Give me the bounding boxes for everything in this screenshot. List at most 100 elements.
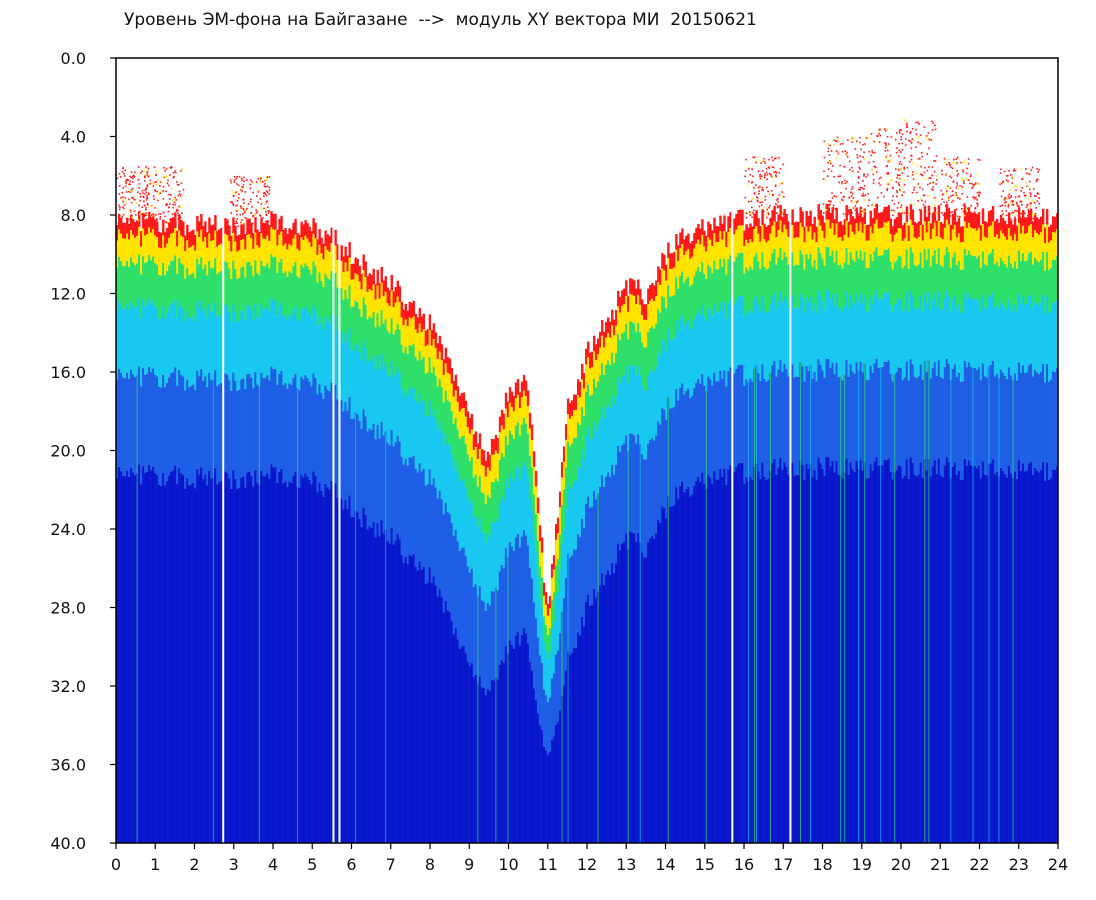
red-spark-cluster <box>897 119 938 217</box>
heatmap-column <box>1007 212 1011 843</box>
heatmap-column <box>593 335 596 843</box>
heatmap-column <box>170 218 173 843</box>
heatmap-column <box>520 381 524 843</box>
heatmap-column <box>603 331 606 843</box>
heatmap-column <box>536 497 540 843</box>
heatmap-column <box>719 215 722 843</box>
red-spark-cluster <box>116 166 149 222</box>
heatmap-column <box>743 230 746 843</box>
heatmap-column <box>861 217 864 843</box>
heatmap-column <box>234 225 237 843</box>
heatmap-column <box>637 279 640 843</box>
heatmap-column <box>220 227 223 843</box>
heatmap-column <box>885 206 889 843</box>
heatmap-column <box>330 227 333 843</box>
heatmap-column <box>322 243 325 843</box>
heatmap-column <box>356 259 359 843</box>
heatmap-column <box>929 223 933 843</box>
heatmap-column <box>206 232 209 843</box>
y-tick-label: 36.0 <box>50 756 86 775</box>
heatmap-column <box>1023 218 1027 843</box>
x-tick-label: 9 <box>464 855 474 874</box>
heatmap-column <box>1031 221 1035 843</box>
heatmap-column <box>817 204 820 843</box>
heatmap-column <box>568 403 572 843</box>
heatmap-column <box>370 274 373 843</box>
heatmap-column <box>865 225 868 843</box>
heatmap-column <box>601 319 604 843</box>
heatmap-column <box>298 234 301 843</box>
heatmap-column <box>983 221 987 843</box>
heatmap-column <box>450 367 454 843</box>
heatmap-column <box>582 372 586 843</box>
heatmap-column <box>893 219 897 843</box>
x-tick-label: 20 <box>891 855 911 874</box>
y-tick-label: 4.0 <box>61 128 86 147</box>
heatmap-column <box>448 358 452 843</box>
heatmap-column <box>1003 220 1007 843</box>
heatmap-column <box>993 221 997 843</box>
heatmap-column <box>731 58 734 843</box>
heatmap-column <box>236 235 239 843</box>
heatmap-column <box>484 460 488 843</box>
heatmap-column <box>965 212 969 843</box>
heatmap-column <box>979 225 983 843</box>
y-tick-label: 8.0 <box>61 206 86 225</box>
heatmap-column <box>142 213 145 843</box>
heatmap-column <box>617 290 620 843</box>
heatmap-column <box>396 280 399 843</box>
heatmap-column <box>542 582 546 843</box>
heatmap-column <box>216 231 219 843</box>
heatmap-column <box>915 223 919 843</box>
heatmap-column <box>358 265 361 843</box>
heatmap-column <box>496 437 500 843</box>
heatmap-column <box>659 269 662 843</box>
heatmap-column <box>118 213 121 843</box>
x-tick-label: 17 <box>773 855 793 874</box>
heatmap-column <box>689 243 692 843</box>
heatmap-column <box>917 221 921 843</box>
heatmap-column <box>717 226 720 843</box>
heatmap-column <box>625 280 628 843</box>
heatmap-column <box>498 416 502 843</box>
heatmap-column <box>815 226 818 843</box>
red-spark-cluster <box>999 166 1040 221</box>
heatmap-column <box>380 266 383 843</box>
heatmap-column <box>200 214 203 843</box>
heatmap-column <box>212 224 215 843</box>
heatmap-column <box>611 309 614 843</box>
heatmap-column <box>989 209 993 843</box>
heatmap-column <box>645 304 648 843</box>
heatmap-column <box>288 228 291 843</box>
heatmap-column <box>420 316 424 843</box>
heatmap-column <box>673 251 676 843</box>
heatmap-column <box>494 434 498 843</box>
heatmap-column <box>250 222 253 843</box>
heatmap-column <box>651 283 654 843</box>
heatmap-column <box>827 204 830 843</box>
heatmap-column <box>528 412 532 843</box>
heatmap-column <box>550 563 554 843</box>
heatmap-column <box>362 254 365 843</box>
heatmap-column <box>795 221 798 843</box>
y-tick-label: 0.0 <box>61 49 86 68</box>
heatmap-column <box>615 310 618 843</box>
heatmap-column <box>154 219 157 843</box>
heatmap-column <box>192 229 195 843</box>
heatmap-column <box>562 446 566 843</box>
heatmap-column <box>821 215 824 843</box>
heatmap-column <box>472 434 476 843</box>
y-axis: 0.0 4.0 8.0 12.0 16.0 20.0 24.0 28.0 32.0 36.0 40.… <box>50 49 116 853</box>
heatmap-column <box>981 208 985 843</box>
heatmap-column <box>504 392 508 843</box>
heatmap-column <box>687 233 690 843</box>
heatmap-column <box>232 217 235 843</box>
heatmap-column <box>400 301 403 843</box>
heatmap-column <box>937 205 941 843</box>
x-tick-label: 3 <box>229 855 239 874</box>
heatmap-column <box>959 226 963 843</box>
heatmap-column <box>709 224 712 843</box>
heatmap-column <box>683 239 686 843</box>
y-tick-label: 16.0 <box>50 363 86 382</box>
heatmap-column <box>492 439 496 843</box>
